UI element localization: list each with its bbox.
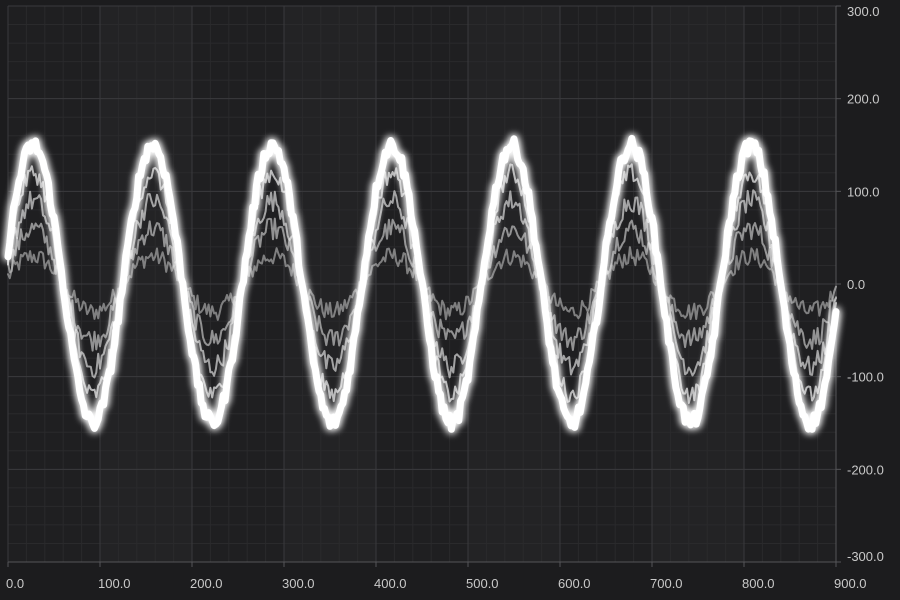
y-tick-label: 200.0 <box>847 92 880 107</box>
x-tick-label: 900.0 <box>834 576 867 591</box>
series-layer <box>4 134 840 433</box>
x-tick-label: 800.0 <box>742 576 775 591</box>
y-tick-label: 100.0 <box>847 184 880 199</box>
y-tick-label: -100.0 <box>847 370 884 385</box>
x-tick-label: 400.0 <box>374 576 407 591</box>
x-tick-label: 200.0 <box>190 576 223 591</box>
y-tick-label: -300.0 <box>847 549 884 564</box>
x-tick-label: 300.0 <box>282 576 315 591</box>
x-tick-label: 100.0 <box>98 576 131 591</box>
x-tick-label: 0.0 <box>6 576 24 591</box>
x-tick-label: 600.0 <box>558 576 591 591</box>
series-line[interactable] <box>4 134 840 433</box>
y-tick-label: -200.0 <box>847 462 884 477</box>
y-tick-label: 300.0 <box>847 4 880 19</box>
x-axis[interactable]: 0.0 100.0 200.0 300.0 400.0 500.0 600.0 700.0 80… <box>6 562 867 591</box>
x-tick-label: 500.0 <box>466 576 499 591</box>
y-tick-label: 0.0 <box>847 277 865 292</box>
x-tick-label: 700.0 <box>650 576 683 591</box>
y-axis[interactable]: 300.0 200.0 100.0 0.0 -100.0 -200.0 -300.0 <box>836 4 884 564</box>
